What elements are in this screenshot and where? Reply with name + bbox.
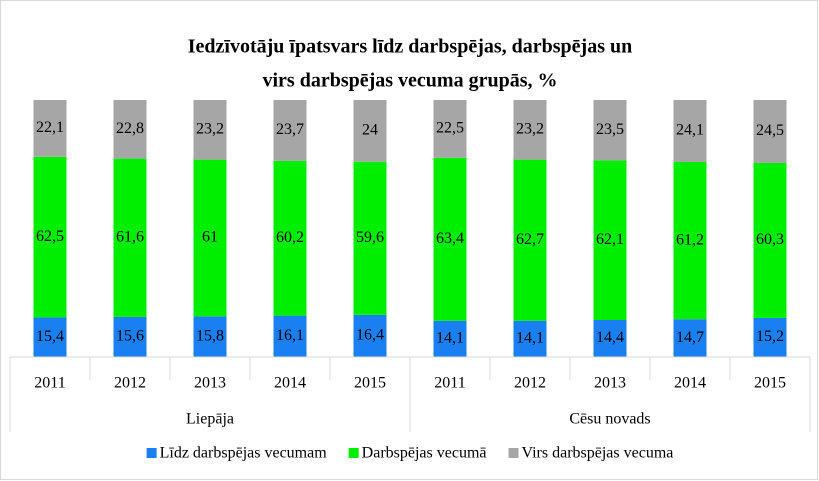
x-tick-label: 2011 — [434, 375, 465, 392]
bar-segment — [753, 162, 787, 318]
data-label: 15,2 — [756, 328, 784, 345]
bar-segment — [673, 100, 707, 162]
x-tick-label: 2014 — [674, 375, 706, 392]
data-label: 14,1 — [516, 330, 544, 347]
bar-segment — [353, 314, 387, 357]
bar-segment — [353, 161, 387, 315]
legend-label: Līdz darbspējas vecumam — [160, 445, 328, 462]
x-tick-label: 2012 — [114, 375, 146, 392]
data-label: 24 — [362, 122, 378, 139]
data-label: 60,2 — [276, 229, 304, 246]
chart-title: virs darbspējas vecuma grupās, % — [262, 70, 557, 92]
bar-segment — [33, 156, 67, 318]
legend-swatch — [146, 448, 157, 458]
x-tick-label: 2013 — [594, 375, 626, 392]
data-label: 61 — [202, 229, 218, 246]
data-label: 15,6 — [116, 328, 144, 345]
bar-segment — [113, 316, 147, 357]
data-label: 22,5 — [436, 120, 464, 137]
data-label: 22,8 — [116, 120, 144, 137]
data-label: 62,5 — [36, 228, 64, 245]
bar-segment — [513, 320, 547, 357]
x-tick-label: 2013 — [194, 375, 226, 392]
bar-segment — [753, 100, 787, 163]
data-label: 14,7 — [676, 329, 704, 346]
bar-segment — [513, 100, 547, 160]
data-label: 14,4 — [596, 329, 624, 346]
bar-segment — [113, 158, 147, 317]
x-tick-label: 2015 — [354, 375, 386, 392]
bar-segment — [353, 100, 387, 162]
bar-segment — [433, 320, 467, 357]
data-label: 61,6 — [116, 228, 144, 245]
group-label: Liepāja — [186, 411, 234, 428]
bar-segment — [273, 160, 307, 316]
x-tick-label: 2011 — [34, 375, 65, 392]
data-label: 23,2 — [196, 120, 224, 137]
bar-segment — [113, 100, 147, 159]
bar-segment — [273, 315, 307, 357]
bar-segment — [753, 317, 787, 357]
legend-label: Virs darbspējas vecuma — [522, 445, 674, 462]
x-tick-label: 2012 — [514, 375, 546, 392]
data-label: 60,3 — [756, 231, 784, 248]
data-label: 16,4 — [356, 327, 384, 344]
bar-segment — [273, 100, 307, 161]
data-label: 24,5 — [756, 122, 784, 139]
data-label: 15,4 — [36, 328, 64, 345]
legend-swatch — [348, 448, 359, 458]
bar-segment — [33, 317, 67, 357]
data-label: 59,6 — [356, 229, 384, 246]
group-label: Cēsu novads — [569, 411, 650, 428]
bar-segment — [193, 159, 227, 317]
data-label: 61,2 — [676, 231, 704, 248]
x-tick-label: 2014 — [274, 375, 306, 392]
bar-segment — [593, 319, 627, 357]
data-label: 62,7 — [516, 231, 544, 248]
data-label: 62,1 — [596, 231, 624, 248]
data-label: 22,1 — [36, 119, 64, 136]
legend-label: Darbspējas vecumā — [362, 445, 487, 462]
bar-segment — [673, 319, 707, 357]
bar-segment — [33, 100, 67, 157]
bar-segment — [593, 100, 627, 161]
chart-title: Iedzīvotāju īpatsvars līdz darbspējas, d… — [188, 36, 633, 58]
data-label: 23,2 — [516, 120, 544, 137]
data-label: 14,1 — [436, 330, 464, 347]
bar-segment — [593, 160, 627, 320]
bar-segment — [673, 161, 707, 320]
legend-swatch — [508, 448, 519, 458]
bar-segment — [513, 159, 547, 321]
data-label: 15,8 — [196, 327, 224, 344]
data-label: 23,5 — [596, 121, 624, 138]
data-label: 63,4 — [436, 230, 464, 247]
bar-segment — [193, 100, 227, 160]
bar-segment — [433, 157, 467, 321]
bar-segment — [193, 316, 227, 357]
x-tick-label: 2015 — [754, 375, 786, 392]
data-label: 16,1 — [276, 327, 304, 344]
bar-segment — [433, 100, 467, 158]
data-label: 23,7 — [276, 121, 304, 138]
data-label: 24,1 — [676, 122, 704, 139]
